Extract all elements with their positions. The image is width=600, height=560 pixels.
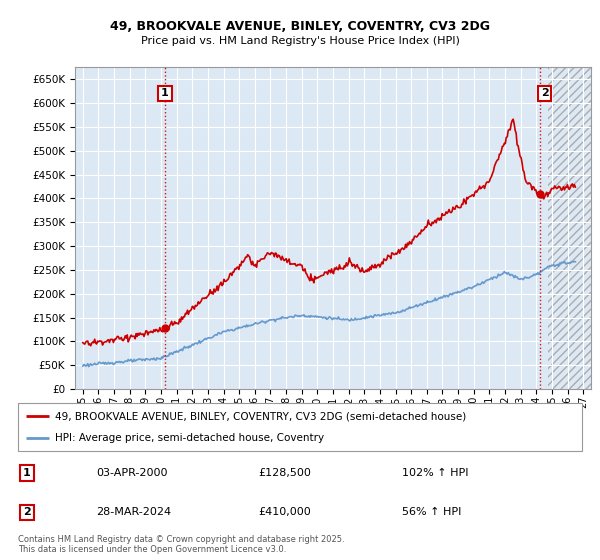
Bar (548, 67, 591, 389)
Text: 49, BROOKVALE AVENUE, BINLEY, COVENTRY, CV3 2DG (semi-detached house): 49, BROOKVALE AVENUE, BINLEY, COVENTRY, … (55, 411, 466, 421)
Text: Contains HM Land Registry data © Crown copyright and database right 2025.
This d: Contains HM Land Registry data © Crown c… (18, 535, 344, 554)
Text: 1: 1 (161, 88, 169, 99)
Text: 56% ↑ HPI: 56% ↑ HPI (402, 507, 461, 517)
Text: £128,500: £128,500 (258, 468, 311, 478)
Text: 2: 2 (541, 88, 548, 99)
Text: 2: 2 (23, 507, 31, 517)
Text: 102% ↑ HPI: 102% ↑ HPI (402, 468, 469, 478)
Text: 1: 1 (23, 468, 31, 478)
Text: HPI: Average price, semi-detached house, Coventry: HPI: Average price, semi-detached house,… (55, 433, 324, 443)
Text: 28-MAR-2024: 28-MAR-2024 (96, 507, 171, 517)
Text: £410,000: £410,000 (258, 507, 311, 517)
Text: 03-APR-2000: 03-APR-2000 (96, 468, 167, 478)
Text: 49, BROOKVALE AVENUE, BINLEY, COVENTRY, CV3 2DG: 49, BROOKVALE AVENUE, BINLEY, COVENTRY, … (110, 20, 490, 32)
Text: Price paid vs. HM Land Registry's House Price Index (HPI): Price paid vs. HM Land Registry's House … (140, 36, 460, 46)
